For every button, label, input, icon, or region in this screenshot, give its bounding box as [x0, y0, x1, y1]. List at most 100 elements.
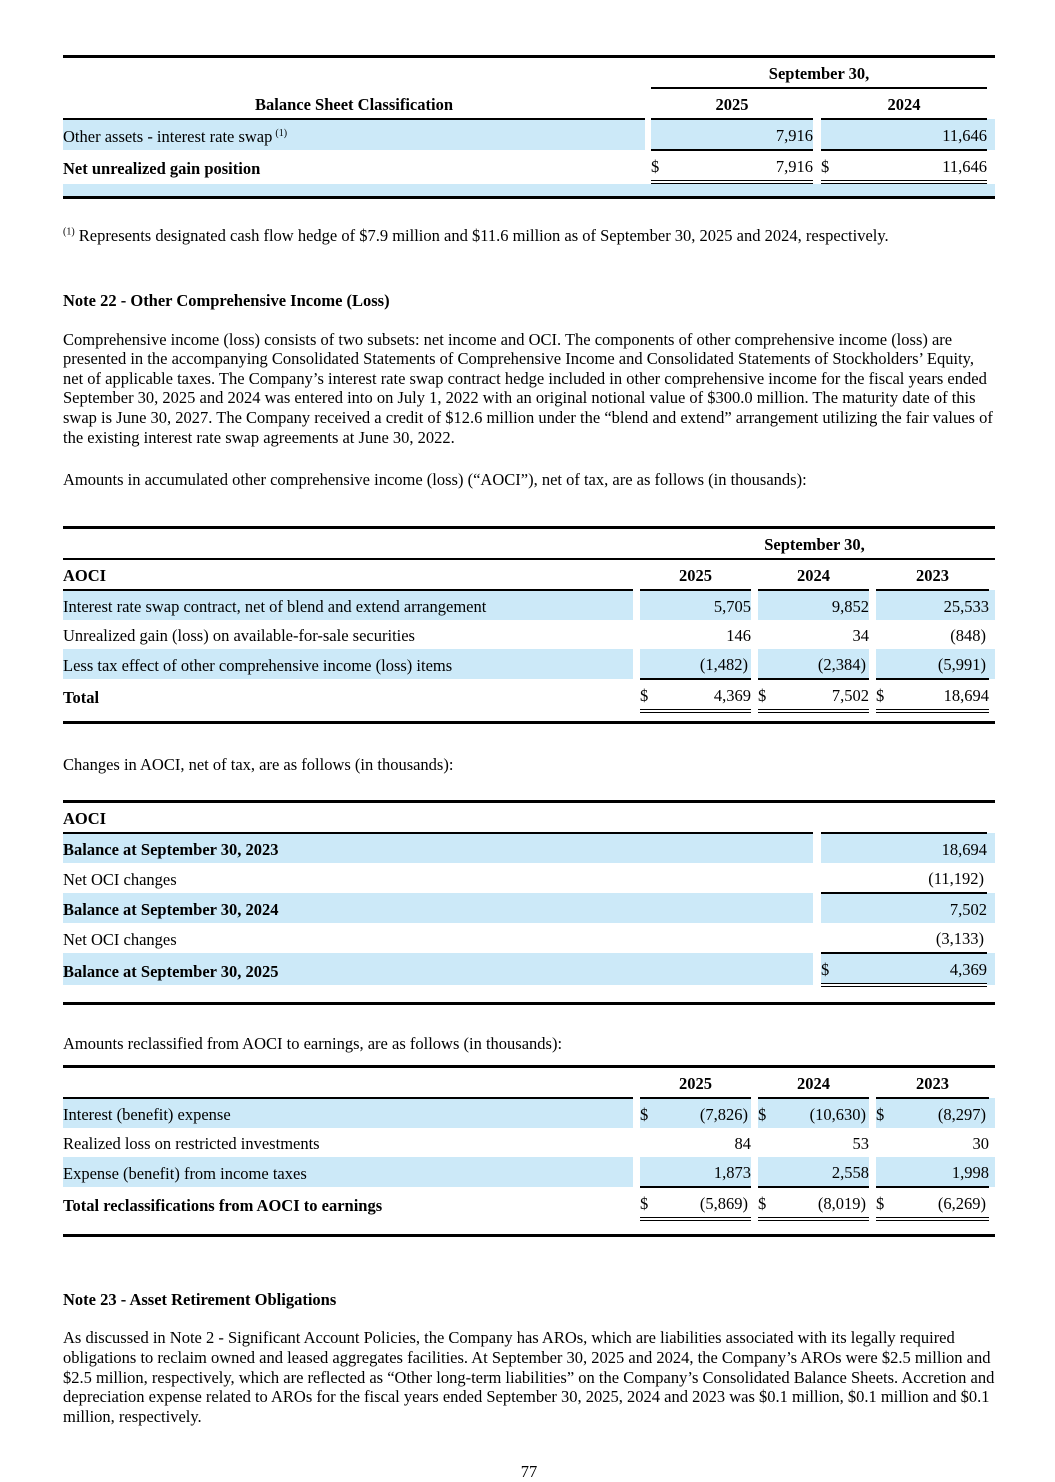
gap-cell [869, 589, 876, 620]
row-label: Balance at September 30, 2024 [63, 892, 813, 923]
value-cell: 9,852 [780, 589, 869, 620]
gap-cell [751, 648, 758, 679]
gap-cell [751, 1187, 758, 1219]
value-cell: 84 [734, 1133, 752, 1153]
row-label: Less tax effect of other comprehensive i… [63, 648, 633, 679]
gap-cell [751, 1068, 758, 1098]
row-label: Balance at September 30, 2023 [63, 832, 813, 863]
column-header: Balance Sheet Classification [63, 88, 645, 120]
year-header: 2025 [640, 1067, 751, 1099]
pad-cell [989, 1156, 995, 1187]
row-label: Net OCI changes [63, 929, 177, 949]
pad-cell [987, 923, 995, 953]
table-row: Net OCI changes (3,133) [63, 922, 995, 954]
highlight-stripe-row [63, 182, 996, 196]
pad-cell [987, 892, 995, 923]
note23-heading: Note 23 - Asset Retirement Obligations [63, 1289, 337, 1309]
empty-cell [63, 528, 633, 560]
aoci-lead-text: Amounts in accumulated other comprehensi… [63, 470, 807, 490]
spacer-row [63, 710, 996, 721]
value-cell: (8,019) [780, 1186, 869, 1221]
gap-cell [751, 1097, 758, 1128]
gap-cell [869, 559, 876, 590]
gap-cell [813, 150, 821, 182]
dollar-cell: $ [640, 1097, 662, 1128]
table: AOCI Balance at September 30, 2023 18,69… [63, 802, 995, 1002]
value-cell: (848) [950, 626, 987, 646]
footnote-text: Represents designated cash flow hedge of… [78, 226, 889, 245]
value-cell: (3,133) [843, 922, 987, 954]
gap-cell [813, 952, 821, 985]
row-label: Balance at September 30, 2025 [63, 952, 813, 985]
gap-cell [813, 892, 821, 923]
dollar-cell [821, 922, 843, 954]
value-cell: 25,533 [898, 589, 990, 620]
pad-cell [987, 88, 995, 119]
note23-paragraph: As discussed in Note 2 - Significant Acc… [63, 1328, 995, 1426]
dollar-cell [758, 620, 780, 649]
dollar-cell [640, 620, 662, 649]
dollar-cell: $ [876, 1097, 898, 1128]
dollar-cell [758, 648, 780, 680]
dollar-cell [876, 1128, 898, 1157]
gap-cell [869, 648, 876, 679]
table-row: Unrealized gain (loss) on available-for-… [63, 620, 995, 649]
dollar-cell [876, 1156, 898, 1188]
pad-cell [989, 648, 996, 679]
value-cell: 7,916 [673, 150, 813, 184]
dollar-cell: $ [876, 678, 898, 713]
value-cell: 7,916 [673, 119, 813, 151]
span-header: September 30, [640, 528, 990, 560]
row-label: Net OCI changes [63, 869, 177, 889]
gap-cell [869, 1128, 876, 1157]
year-header: 2025 [651, 88, 813, 120]
dollar-cell [821, 802, 843, 834]
gap-cell [633, 648, 640, 679]
pad-cell [987, 952, 995, 985]
table-row: Other assets - interest rate swap (1) 7,9… [63, 119, 996, 151]
gap-cell [633, 620, 640, 649]
value-cell: 34 [852, 626, 870, 646]
pad-cell [989, 559, 995, 590]
dollar-cell: $ [821, 150, 843, 184]
value-cell: 5,705 [662, 589, 751, 620]
gap-cell [869, 1097, 876, 1128]
dollar-cell [651, 119, 673, 151]
value-cell: 4,369 [843, 952, 987, 987]
gap-cell [645, 119, 651, 150]
spacer-cell [63, 710, 996, 721]
row-label: Total reclassifications from AOCI to ear… [63, 1195, 383, 1215]
pad-cell [989, 1187, 995, 1219]
value-cell: 2,558 [780, 1156, 869, 1188]
dollar-cell [821, 892, 843, 923]
table-span-header-row: September 30, [63, 528, 996, 560]
table-row: Balance at September 30, 2023 18,694 [63, 832, 995, 863]
gap-cell [869, 1187, 876, 1219]
gap-cell [813, 803, 821, 833]
dollar-cell: $ [821, 952, 843, 987]
pad-cell [987, 119, 996, 150]
value-cell: (6,269) [898, 1186, 989, 1221]
gap-cell [633, 528, 640, 560]
table: September 30, AOCI 2025 2024 2023 Intere… [63, 528, 996, 721]
gap-cell [869, 1068, 876, 1098]
dollar-cell [821, 862, 843, 894]
table-row: Net OCI changes (11,192) [63, 862, 995, 894]
gap-cell [869, 1156, 876, 1187]
pad-cell [987, 863, 995, 893]
gap-cell [751, 559, 758, 590]
value-cell: 30 [972, 1133, 990, 1153]
gap-cell [633, 1156, 640, 1187]
year-header: 2024 [758, 1067, 869, 1099]
dollar-cell: $ [758, 1186, 780, 1221]
row-label: Unrealized gain (loss) on available-for-… [63, 626, 415, 646]
pad-cell [989, 679, 995, 711]
gap-cell [633, 1097, 640, 1128]
dollar-cell [640, 589, 662, 620]
aoci-reclassifications-table: 2025 2024 2023 Interest (benefit) expens… [63, 1064, 995, 1237]
row-label: Other assets - interest rate swap (1) [63, 119, 645, 150]
footnote: (1) Represents designated cash flow hedg… [63, 226, 995, 246]
table-header-row: 2025 2024 2023 [63, 1067, 995, 1099]
dollar-cell [876, 620, 898, 649]
dollar-cell: $ [640, 678, 662, 713]
